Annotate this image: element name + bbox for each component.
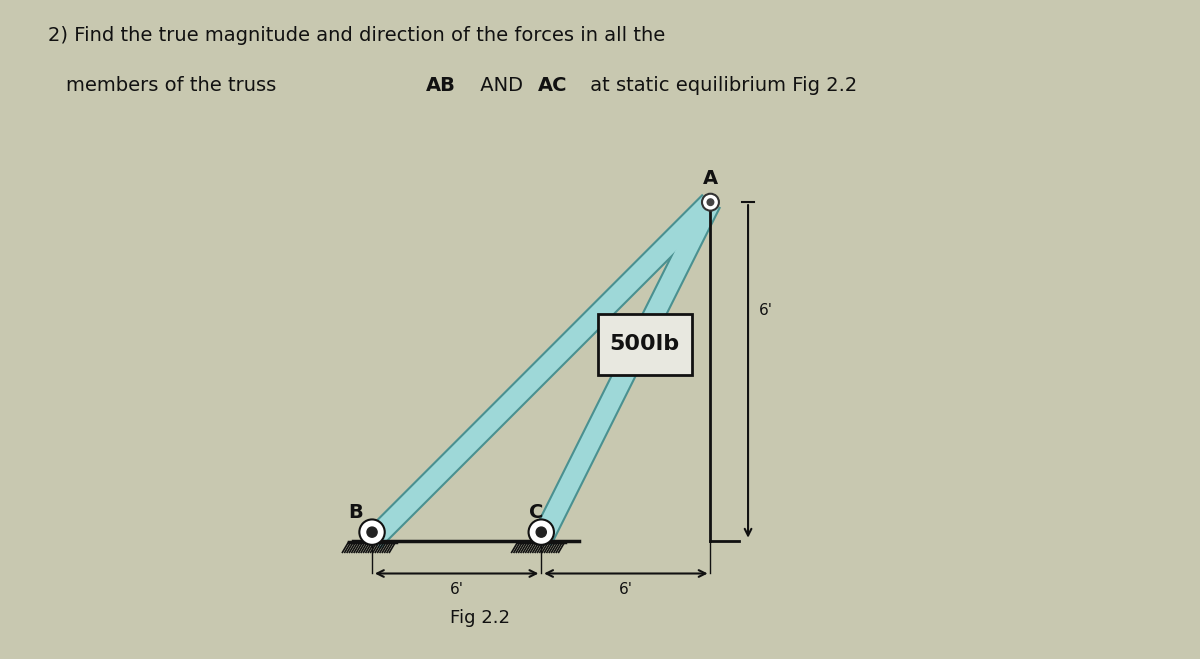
Text: 6': 6'	[619, 582, 632, 597]
Text: AC: AC	[538, 76, 568, 95]
Text: 2) Find the true magnitude and direction of the forces in all the: 2) Find the true magnitude and direction…	[48, 26, 665, 45]
Circle shape	[536, 527, 546, 537]
Text: 6': 6'	[758, 303, 773, 318]
Circle shape	[367, 527, 377, 537]
Text: at static equilibrium Fig 2.2: at static equilibrium Fig 2.2	[584, 76, 858, 95]
Circle shape	[707, 199, 714, 206]
Text: AB: AB	[426, 76, 456, 95]
Circle shape	[702, 194, 719, 211]
Text: C: C	[529, 503, 544, 522]
Text: B: B	[348, 503, 362, 522]
Circle shape	[528, 519, 554, 545]
FancyBboxPatch shape	[598, 314, 691, 375]
Text: AND: AND	[474, 76, 529, 95]
Text: Fig 2.2: Fig 2.2	[450, 609, 510, 627]
Text: members of the truss: members of the truss	[66, 76, 282, 95]
Circle shape	[359, 519, 385, 545]
Text: 6': 6'	[450, 582, 463, 597]
Text: A: A	[703, 169, 718, 188]
Text: 500lb: 500lb	[610, 334, 679, 355]
